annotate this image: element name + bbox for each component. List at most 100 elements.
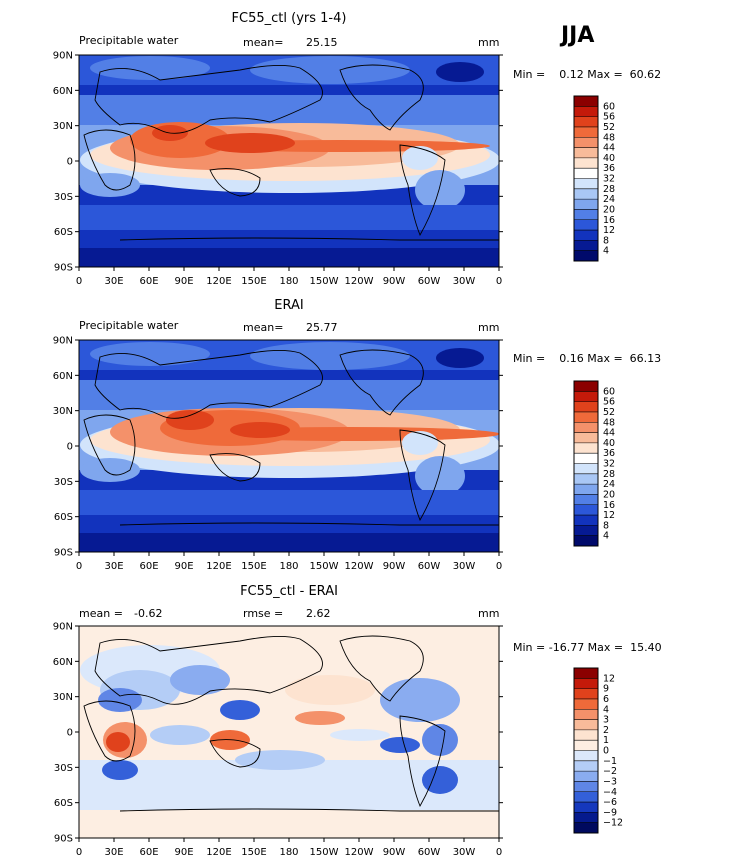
lon-tick-label: 0 xyxy=(496,276,502,287)
lon-tick-label: 120E xyxy=(206,276,231,287)
colorbar-label: 60 xyxy=(603,386,615,397)
colorbar-label: 44 xyxy=(603,143,615,154)
colorbar-label: −6 xyxy=(603,797,617,808)
colorbar-swatch xyxy=(574,422,598,433)
colorbar-label: 44 xyxy=(603,428,615,439)
colorbar-label: 28 xyxy=(603,184,615,195)
colorbar-label: 60 xyxy=(603,101,615,112)
colorbar-swatch xyxy=(574,116,598,128)
colorbar-label: 56 xyxy=(603,112,615,123)
mean-label: mean= xyxy=(243,321,283,334)
colorbar-label: 1 xyxy=(603,735,609,746)
colorbar-swatch xyxy=(574,740,598,751)
lon-tick-label: 150E xyxy=(241,847,266,858)
panel-model: FC55_ctl (yrs 1-4) Precipitable water me… xyxy=(53,11,661,287)
lat-tick-label: 0 xyxy=(67,442,73,453)
colorbar-swatch xyxy=(574,494,598,506)
field-label: Precipitable water xyxy=(79,34,179,47)
colorbar-label: 2 xyxy=(603,725,609,736)
colorbar-swatch xyxy=(574,411,598,423)
colorbar-swatch xyxy=(574,463,598,475)
colorbar-swatch xyxy=(574,473,598,485)
mean-value: 25.77 xyxy=(306,321,338,334)
lon-tick-label: 0 xyxy=(76,561,82,572)
lat-tick-label: 0 xyxy=(67,157,73,168)
lon-tick-label: 180 xyxy=(279,847,298,858)
colorbar-label: 32 xyxy=(603,174,615,185)
lon-tick-label: 90W xyxy=(383,847,406,858)
lon-tick-label: 0 xyxy=(76,847,82,858)
lat-tick-label: 30N xyxy=(53,406,73,417)
colorbar-swatch xyxy=(574,525,598,536)
min-max-label: Min = 0.16 Max = 66.13 xyxy=(513,352,661,365)
colorbar-label: −2 xyxy=(603,766,617,777)
colorbar-label: 4 xyxy=(603,531,609,542)
colorbar-swatch xyxy=(574,729,598,741)
colorbar-swatch xyxy=(574,432,598,444)
season-label: JJA xyxy=(559,23,594,48)
colorbar-swatch xyxy=(574,230,598,241)
panel-difference: FC55_ctl - ERAI mean = -0.62 rmse = 2.62… xyxy=(53,584,662,858)
colorbar-swatch xyxy=(574,250,598,262)
lon-tick-label: 150W xyxy=(310,276,339,287)
colorbar-swatch xyxy=(574,709,598,720)
colorbar-swatch xyxy=(574,504,598,516)
colorbar-swatch xyxy=(574,750,598,762)
lon-tick-label: 0 xyxy=(496,847,502,858)
lon-tick-label: 120E xyxy=(206,561,231,572)
mean-label: mean = xyxy=(79,607,123,620)
colorbar-swatch xyxy=(574,381,598,392)
colorbar-swatch xyxy=(574,668,598,679)
map-field xyxy=(79,340,499,552)
colorbar-swatch xyxy=(574,106,598,117)
colorbar-label: 0 xyxy=(603,746,609,757)
lat-tick-label: 60N xyxy=(53,657,73,668)
colorbar-swatch xyxy=(574,453,598,464)
colorbar-label: −1 xyxy=(603,756,617,767)
colorbar-swatch xyxy=(574,219,598,231)
colorbar-label: 48 xyxy=(603,132,615,143)
lat-tick-label: 90N xyxy=(53,51,73,62)
colorbar-label: 36 xyxy=(603,448,615,459)
colorbar-swatch xyxy=(574,698,598,710)
colorbar-swatch xyxy=(574,791,598,803)
lon-tick-label: 150W xyxy=(310,847,339,858)
colorbar-label: 28 xyxy=(603,469,615,480)
map-field xyxy=(79,626,499,838)
lon-tick-label: 30E xyxy=(104,847,123,858)
lon-tick-label: 150W xyxy=(310,561,339,572)
colorbar-swatch xyxy=(574,442,598,454)
lon-tick-label: 0 xyxy=(76,276,82,287)
lat-tick-label: 60N xyxy=(53,371,73,382)
colorbar-label: 3 xyxy=(603,715,609,726)
colorbar-label: 24 xyxy=(603,479,615,490)
mean-label: mean= xyxy=(243,36,283,49)
colorbar-label: 12 xyxy=(603,225,615,236)
min-max-label: Min = 0.12 Max = 60.62 xyxy=(513,68,661,81)
lon-tick-label: 150E xyxy=(241,276,266,287)
lon-tick-label: 90E xyxy=(174,847,193,858)
colorbar-swatch xyxy=(574,771,598,782)
colorbar-label: 20 xyxy=(603,489,615,500)
lon-tick-label: 0 xyxy=(496,561,502,572)
colorbar-swatch xyxy=(574,719,598,731)
colorbar-swatch xyxy=(574,484,598,495)
lon-tick-label: 60E xyxy=(139,276,158,287)
lat-tick-label: 30S xyxy=(54,477,73,488)
lon-tick-label: 90E xyxy=(174,561,193,572)
colorbar-swatch xyxy=(574,137,598,148)
colorbar-label: 9 xyxy=(603,684,609,695)
colorbar-label: 56 xyxy=(603,397,615,408)
colorbar-swatch xyxy=(574,178,598,190)
lat-tick-label: 30S xyxy=(54,192,73,203)
lon-tick-label: 60W xyxy=(418,276,441,287)
colorbar-label: 16 xyxy=(603,500,615,511)
colorbar-swatch xyxy=(574,678,598,689)
lat-tick-label: 60N xyxy=(53,86,73,97)
colorbar-swatch xyxy=(574,209,598,221)
